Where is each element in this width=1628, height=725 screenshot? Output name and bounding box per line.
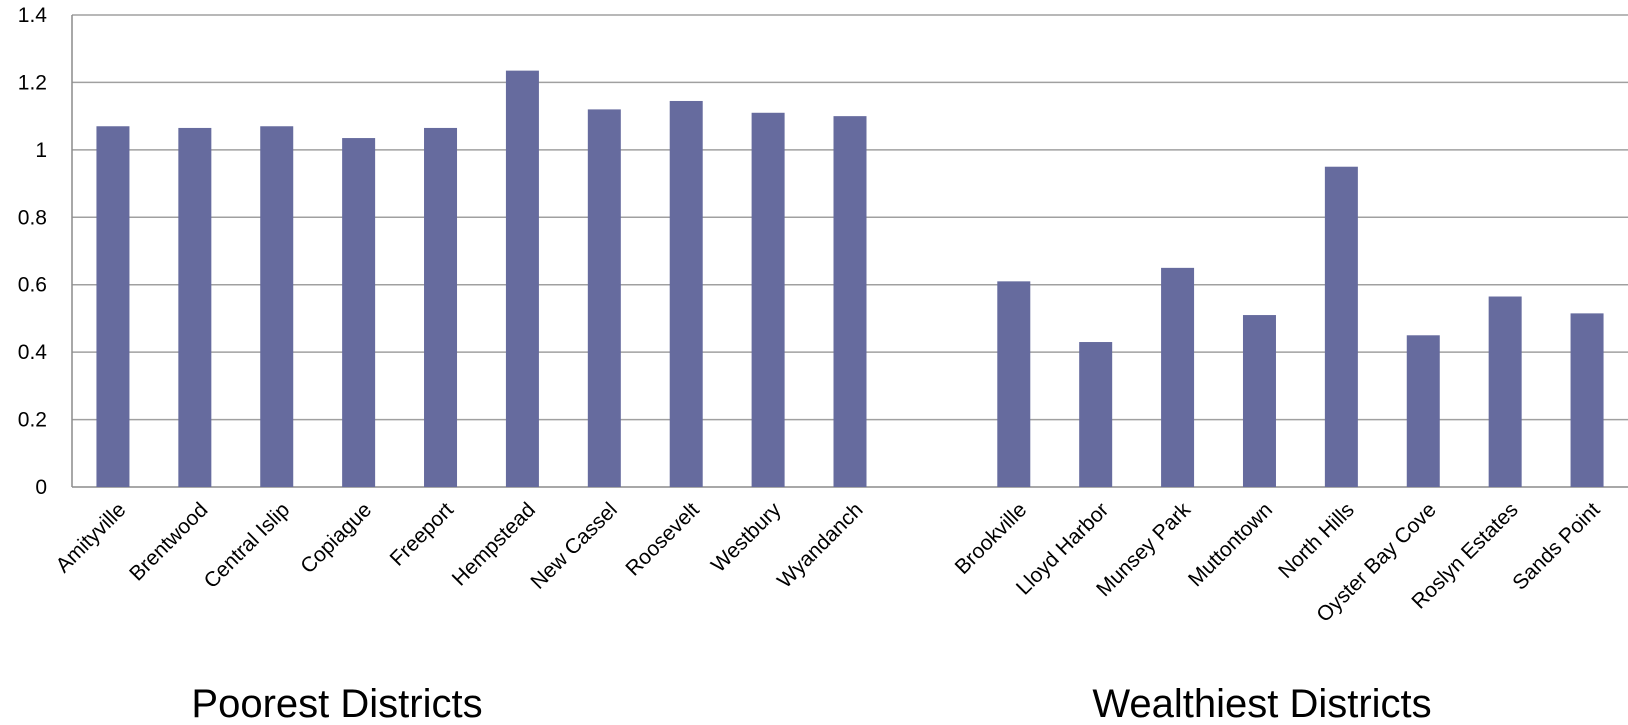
bar-muttontown bbox=[1242, 315, 1276, 487]
y-tick-label: 1 bbox=[35, 139, 47, 162]
bar-freeport bbox=[424, 127, 458, 487]
x-category-label: Freeport bbox=[386, 498, 459, 571]
x-category-label: Wyandanch bbox=[773, 498, 868, 593]
x-category-label: Copiague bbox=[296, 498, 376, 578]
bar-roosevelt bbox=[669, 100, 703, 487]
bar-munsey-park bbox=[1161, 267, 1195, 487]
bar-westbury bbox=[751, 112, 785, 488]
x-category-label: Muttontown bbox=[1184, 498, 1277, 591]
x-category-label: Brentwood bbox=[125, 498, 212, 585]
x-category-label: Brookville bbox=[951, 498, 1032, 579]
x-category-label: Central Islip bbox=[200, 498, 295, 593]
bar-central-islip bbox=[260, 126, 294, 487]
x-category-label: Amityville bbox=[52, 498, 131, 577]
bar-amityville bbox=[96, 126, 130, 487]
bar-lloyd-harbor bbox=[1079, 342, 1113, 487]
x-category-label: Sands Point bbox=[1508, 498, 1604, 594]
bar-new-cassel bbox=[587, 109, 621, 488]
y-tick-label: 0.6 bbox=[18, 274, 47, 297]
y-tick-label: 0.4 bbox=[18, 341, 48, 364]
y-tick-label: 0.8 bbox=[18, 206, 47, 229]
bar-brookville bbox=[997, 281, 1031, 487]
x-category-label: Westbury bbox=[707, 498, 786, 577]
group-label-poorest: Poorest Districts bbox=[191, 682, 482, 725]
y-tick-label: 0 bbox=[35, 476, 47, 499]
group-label-wealthiest: Wealthiest Districts bbox=[1092, 682, 1431, 725]
x-category-label: New Cassel bbox=[526, 498, 621, 593]
bar-sands-point bbox=[1570, 313, 1604, 487]
bar-hempstead bbox=[505, 70, 539, 487]
bar-copiague bbox=[342, 138, 376, 488]
y-axis-ticks: 0 0.2 0.4 0.6 0.8 1 1.2 1.4 bbox=[18, 4, 48, 499]
bar-brentwood bbox=[178, 127, 212, 487]
y-tick-label: 1.4 bbox=[18, 4, 48, 27]
x-category-label: Roosevelt bbox=[621, 498, 703, 580]
bar-oyster-bay-cove bbox=[1406, 335, 1440, 487]
bar-roslyn-estates bbox=[1488, 296, 1522, 487]
bar-north-hills bbox=[1324, 166, 1358, 487]
y-tick-label: 1.2 bbox=[18, 71, 47, 94]
y-tick-label: 0.2 bbox=[18, 409, 47, 432]
bar-wyandanch bbox=[833, 116, 867, 488]
x-category-label: North Hills bbox=[1274, 498, 1359, 583]
bars bbox=[96, 70, 1604, 488]
